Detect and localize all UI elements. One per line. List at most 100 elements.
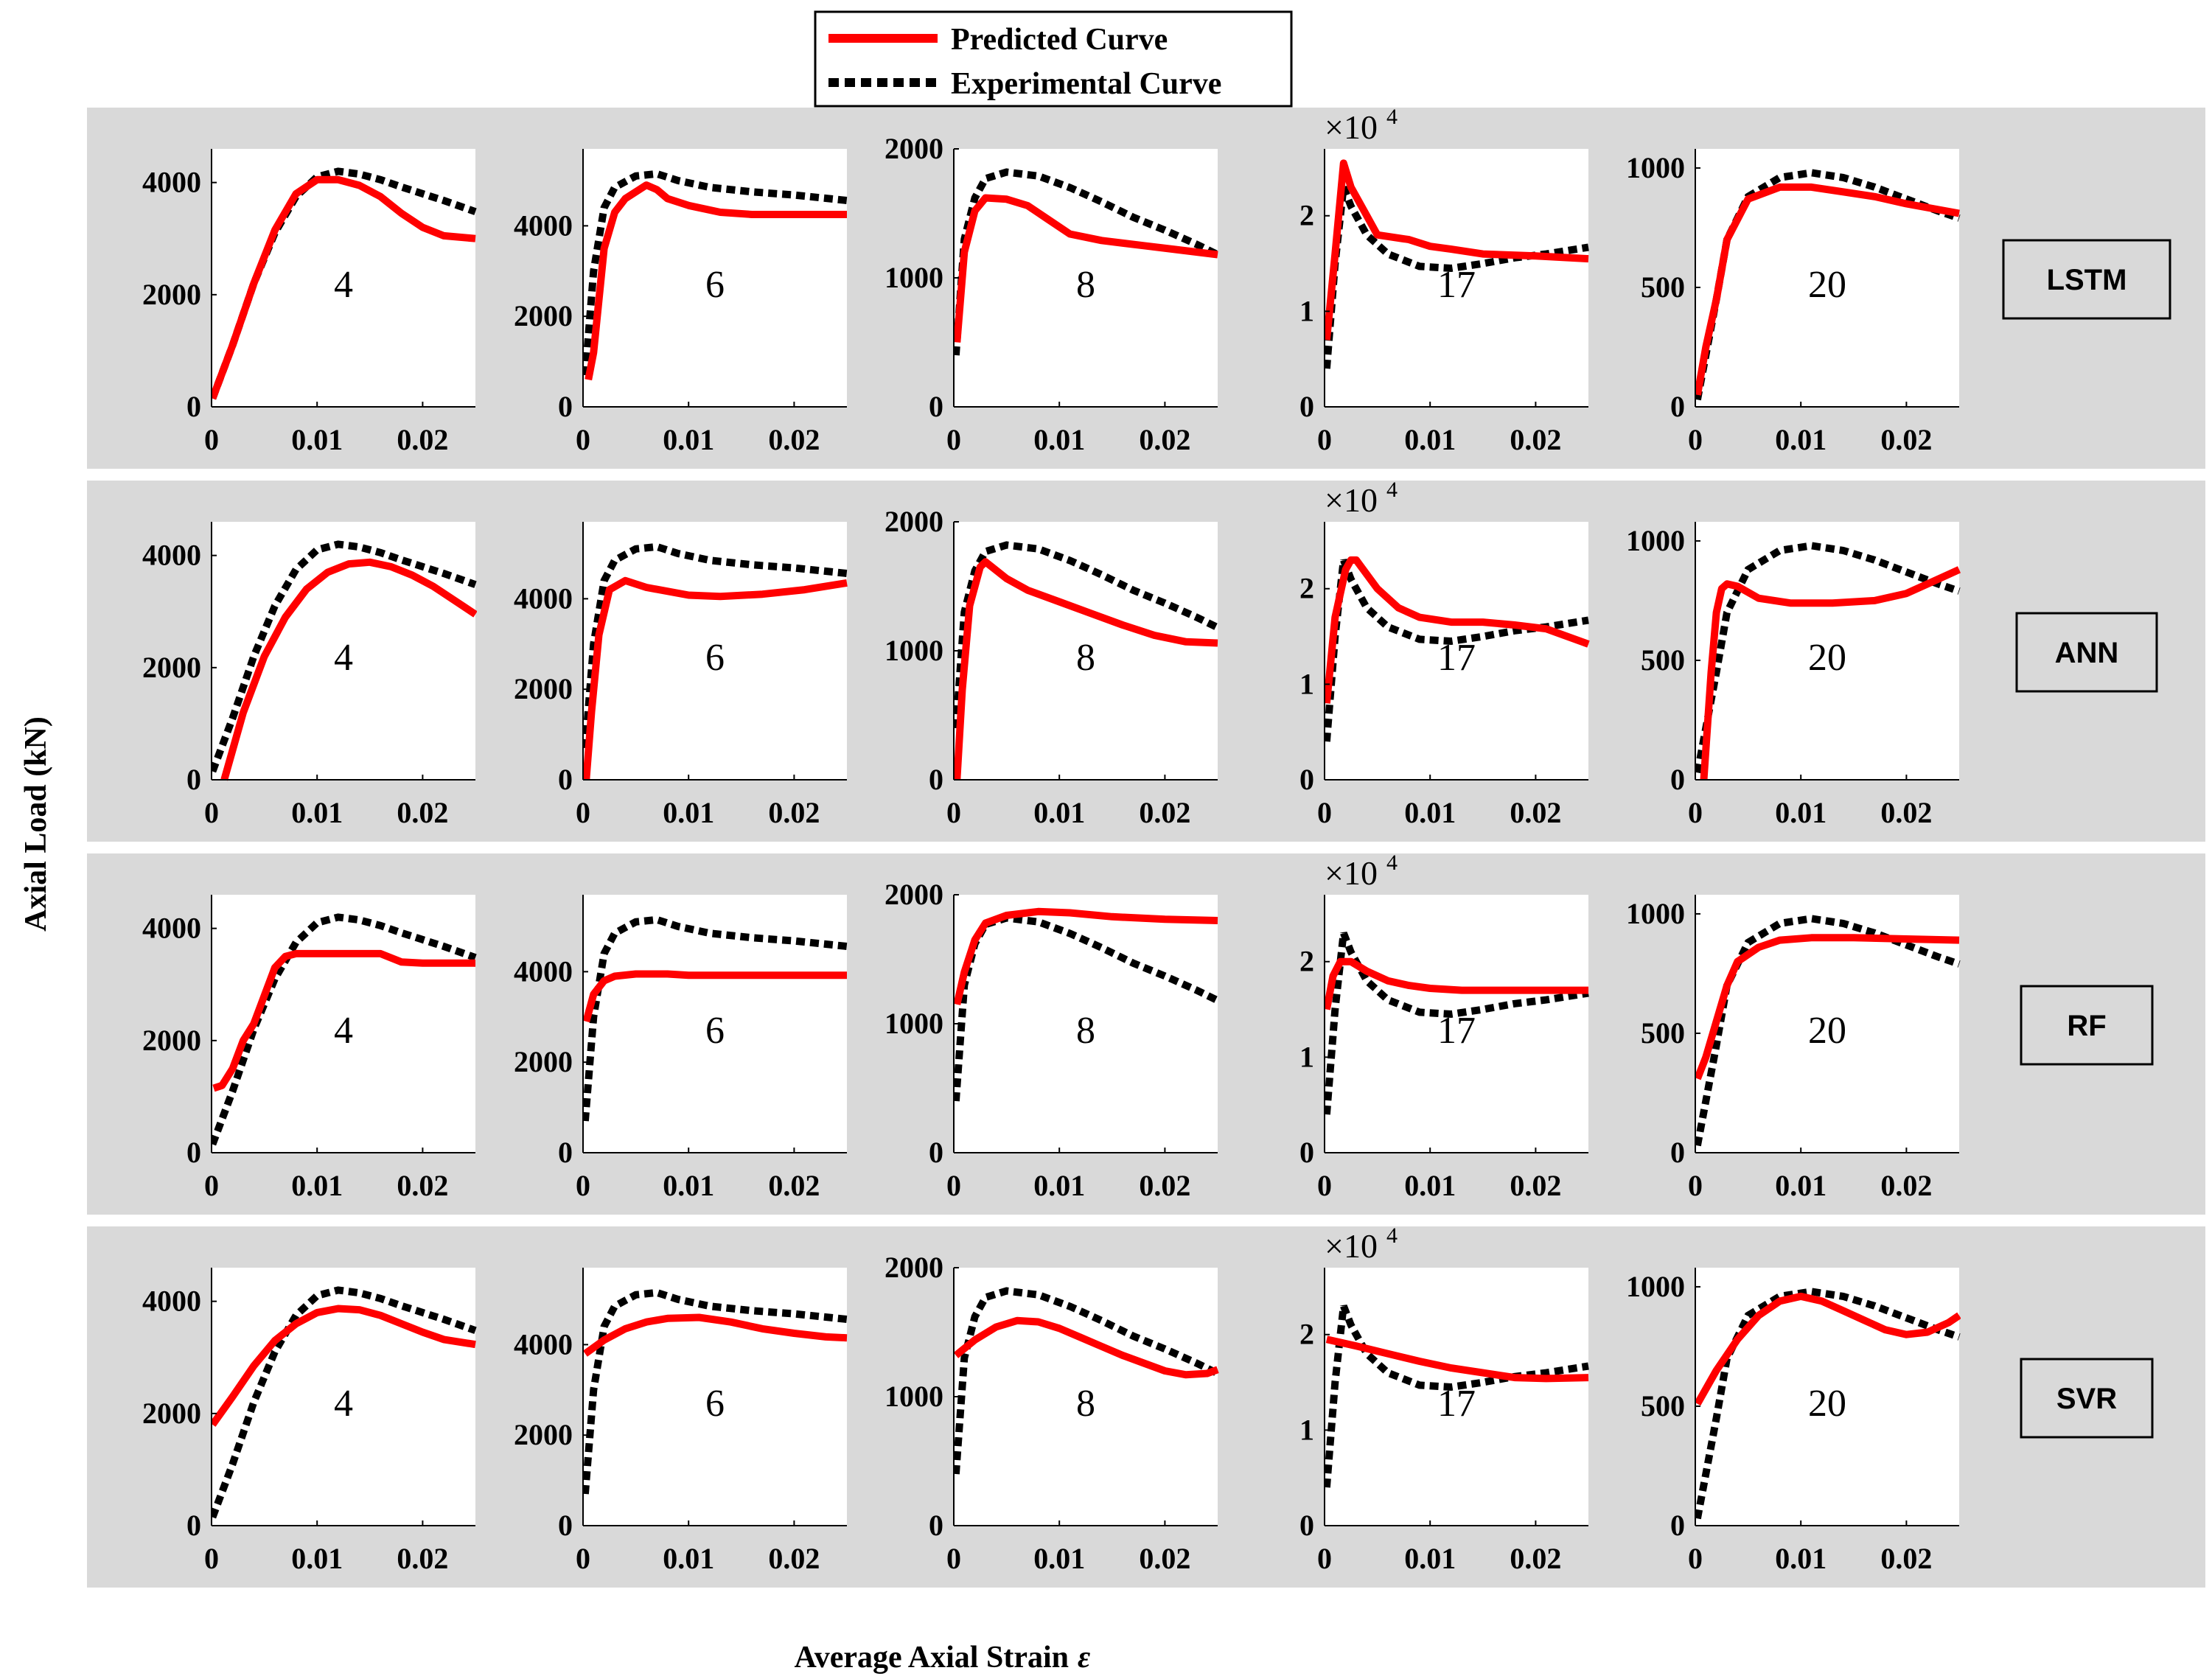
x-tick-label: 0.02 (1139, 796, 1190, 829)
specimen-label: 8 (1076, 637, 1095, 679)
x-tick-label: 0.01 (1404, 423, 1456, 456)
subplot-ann-20: 0 500 1000 0 0.01 0.02 20 (1626, 522, 1961, 829)
model-label-box (2020, 1358, 2154, 1439)
x-tick-label: 0.01 (1775, 1169, 1827, 1202)
specimen-label: 20 (1808, 264, 1846, 306)
plot-area (583, 1268, 847, 1526)
y-tick-label: 4000 (142, 912, 201, 945)
experimental-curve (954, 168, 1219, 356)
plot-area (1695, 1268, 1959, 1526)
y-multiplier-label: ×10 (1325, 481, 1378, 519)
specimen-label: 4 (334, 264, 353, 306)
x-axis-label: Average Axial Strain (794, 1641, 1069, 1675)
experimental-curve (583, 915, 848, 1122)
experimental-curve (1695, 542, 1961, 774)
x-tick-label: 0.01 (1033, 1542, 1085, 1575)
x-tick-label: 0.02 (768, 1542, 820, 1575)
subplot-lstm-4: 0 2000 4000 0 0.01 0.02 4 (142, 149, 477, 456)
x-tick-label: 0 (946, 1542, 961, 1575)
model-label-box (2015, 612, 2158, 693)
y-tick-label: 4000 (142, 1285, 201, 1318)
x-tick-label: 0.01 (1775, 423, 1827, 456)
x-tick-label: 0.02 (1880, 423, 1932, 456)
specimen-label: 20 (1808, 1383, 1846, 1425)
specimen-label: 6 (705, 1010, 725, 1052)
x-tick-label: 0 (204, 1169, 219, 1202)
subplot-svr-8: 0 1000 2000 0 0.01 0.02 8 (885, 1251, 1219, 1575)
y-tick-label: 2 (1299, 945, 1314, 978)
subplot-svr-17: 0 1 2 0 0.01 0.02 ×10 4 17 (1299, 1223, 1589, 1575)
x-tick-label: 0.01 (1404, 1542, 1456, 1575)
y-tick-label: 2000 (142, 651, 201, 684)
plot-area (1325, 895, 1588, 1153)
x-tick-label: 0.02 (1880, 1542, 1932, 1575)
x-tick-label: 0.02 (768, 1169, 820, 1202)
y-tick-label: 0 (186, 1509, 201, 1542)
x-tick-label: 0.01 (1404, 796, 1456, 829)
experimental-curve (1695, 1288, 1961, 1520)
x-tick-label: 0.02 (397, 796, 448, 829)
y-tick-label: 0 (929, 390, 943, 423)
y-tick-label: 1000 (1626, 524, 1685, 557)
experimental-curve (212, 913, 477, 1146)
experimental-curve (583, 1288, 848, 1495)
specimen-label: 8 (1076, 1383, 1095, 1425)
experimental-curve (212, 167, 477, 400)
subplot-lstm-8: 0 1000 2000 0 0.01 0.02 8 (885, 132, 1219, 456)
plot-area (1325, 1268, 1588, 1526)
y-tick-label: 1 (1299, 667, 1314, 700)
x-tick-label: 0.02 (397, 1542, 448, 1575)
y-tick-label: 0 (1670, 763, 1685, 796)
x-tick-label: 0 (946, 796, 961, 829)
x-tick-label: 0 (1688, 423, 1703, 456)
x-tick-label: 0.01 (663, 1169, 714, 1202)
y-tick-label: 1 (1299, 1413, 1314, 1446)
specimen-label: 6 (705, 637, 725, 679)
subplot-rf-17: 0 1 2 0 0.01 0.02 ×10 4 17 (1299, 851, 1589, 1202)
y-tick-label: 4000 (514, 1327, 573, 1361)
x-tick-label: 0.02 (1880, 796, 1932, 829)
x-tick-label: 0 (1688, 796, 1703, 829)
predicted-curve (1695, 934, 1960, 1080)
subplot-lstm-20: 0 500 1000 0 0.01 0.02 20 (1626, 149, 1961, 456)
x-tick-label: 0.02 (1510, 1169, 1561, 1202)
x-tick-label: 0.02 (1510, 1542, 1561, 1575)
experimental-curve (954, 1287, 1219, 1475)
x-tick-label: 0 (946, 423, 961, 456)
x-tick-label: 0.01 (1033, 796, 1085, 829)
x-tick-label: 0.02 (397, 423, 448, 456)
specimen-label: 4 (334, 637, 353, 679)
y-tick-label: 1000 (885, 1007, 943, 1040)
x-tick-label: 0 (1688, 1542, 1703, 1575)
y-multiplier-exponent: 4 (1386, 851, 1398, 875)
y-tick-label: 0 (558, 1509, 573, 1542)
experimental-curve (583, 170, 848, 376)
experimental-curve (212, 540, 477, 773)
plot-area (1325, 522, 1588, 780)
x-tick-label: 0 (204, 423, 219, 456)
plot-area (1695, 522, 1959, 780)
y-multiplier-label: ×10 (1325, 854, 1378, 892)
specimen-label: 17 (1437, 1383, 1476, 1425)
y-tick-label: 2 (1299, 199, 1314, 232)
subplot-svr-4: 0 2000 4000 0 0.01 0.02 4 (142, 1268, 477, 1575)
plot-area (583, 522, 847, 780)
plot-area (1325, 149, 1588, 407)
experimental-curve (583, 542, 848, 749)
x-tick-label: 0 (204, 1542, 219, 1575)
predicted-curve (1325, 159, 1589, 341)
plot-area (583, 895, 847, 1153)
x-tick-label: 0 (576, 1169, 590, 1202)
predicted-curve (583, 1313, 848, 1357)
subplot-rf-4: 0 2000 4000 0 0.01 0.02 4 (142, 895, 477, 1202)
subplot-rf-8: 0 1000 2000 0 0.01 0.02 8 (885, 878, 1219, 1202)
y-tick-label: 500 (1641, 1389, 1685, 1422)
predicted-curve (220, 558, 477, 781)
y-tick-label: 0 (929, 763, 943, 796)
y-tick-label: 4000 (514, 209, 573, 242)
specimen-label: 20 (1808, 1010, 1846, 1052)
x-tick-label: 0 (946, 1169, 961, 1202)
y-tick-label: 2000 (885, 132, 943, 165)
y-tick-label: 0 (1299, 763, 1314, 796)
